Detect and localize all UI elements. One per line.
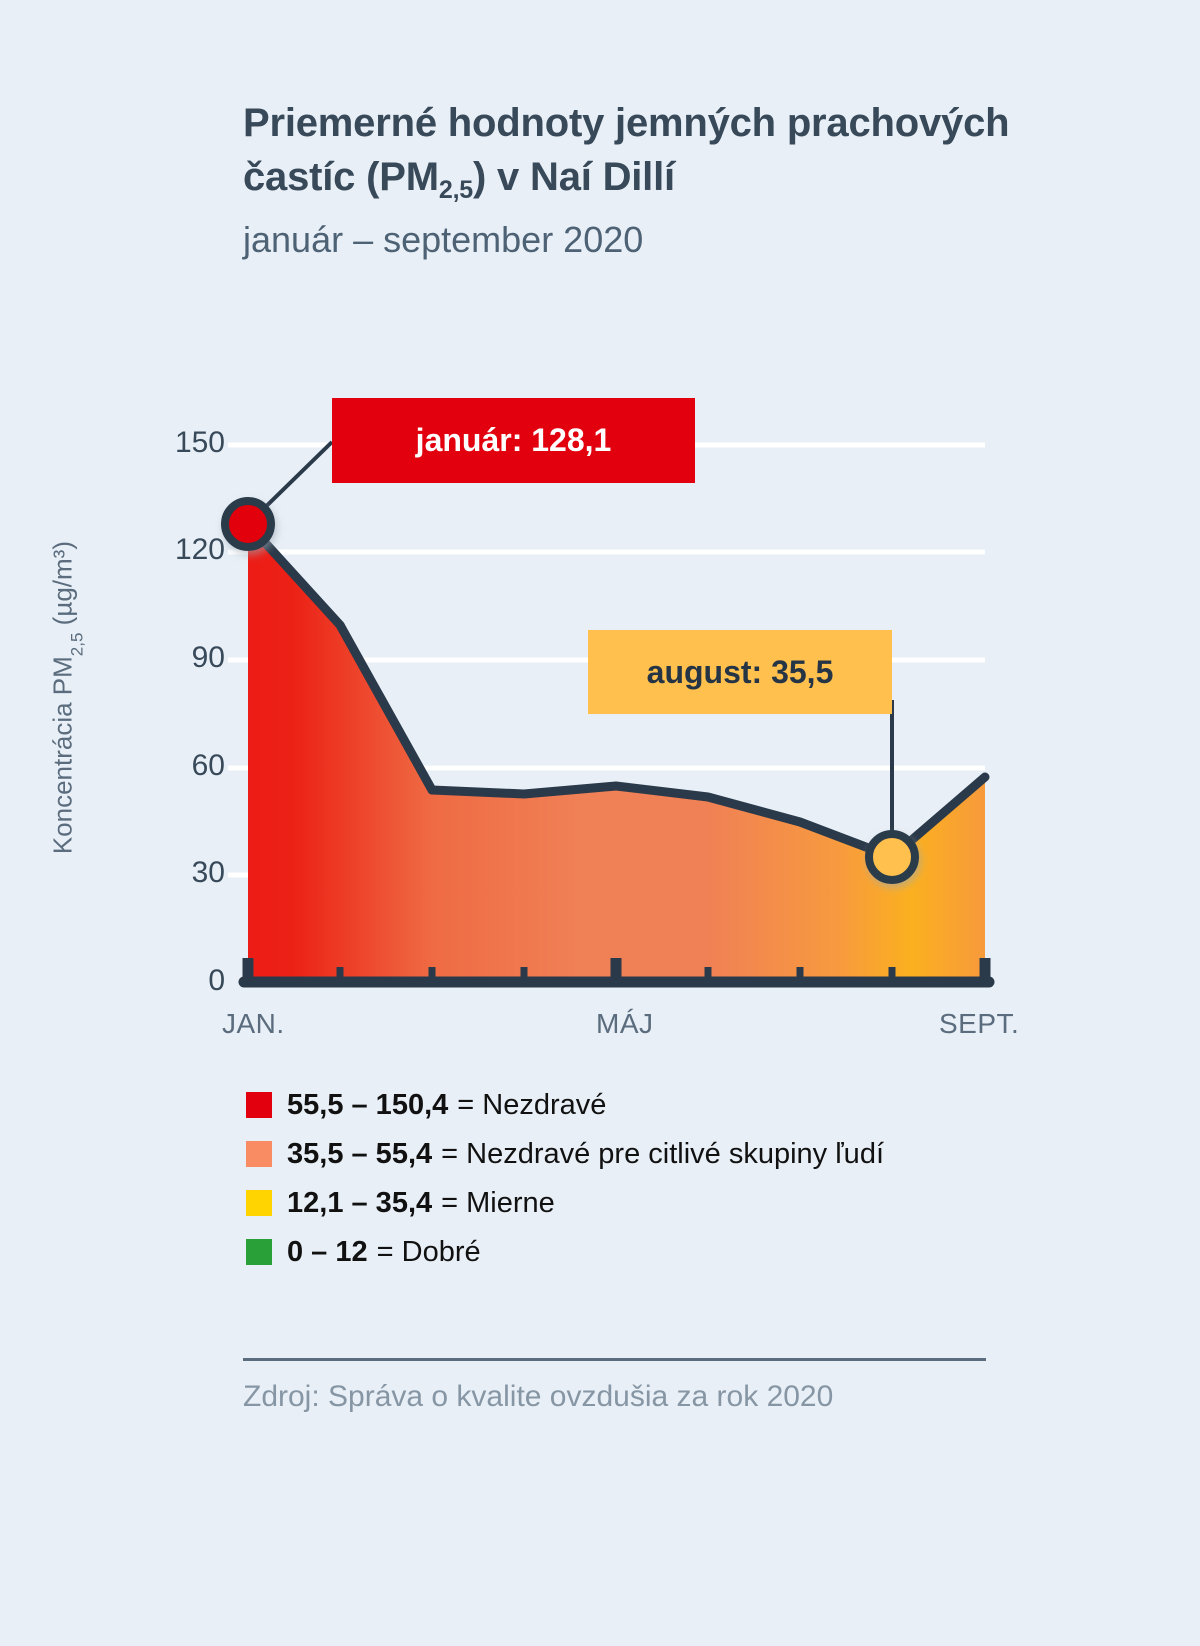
x-tick-jan: JAN. xyxy=(222,1008,285,1039)
source-note: Zdroj: Správa o kvalite ovzdušia za rok … xyxy=(243,1380,834,1413)
legend-range-1: 35,5 – 55,4 xyxy=(287,1137,433,1170)
y-tick-120: 120 xyxy=(174,533,225,566)
legend-swatch-yellow xyxy=(246,1190,272,1216)
data-point-august[interactable] xyxy=(865,830,919,884)
plot-svg xyxy=(221,440,995,988)
legend-item-unhealthy-sensitive[interactable]: 35,5 – 55,4 = Nezdravé pre citlivé skupi… xyxy=(246,1135,884,1173)
legend-label-0: = Nezdravé xyxy=(457,1088,607,1121)
title-subscript: 2,5 xyxy=(438,176,474,204)
y-tick-30: 30 xyxy=(191,856,225,889)
y-tick-60: 60 xyxy=(191,749,225,782)
legend-item-moderate[interactable]: 12,1 – 35,4 = Mierne xyxy=(246,1184,884,1222)
data-line xyxy=(243,519,990,862)
data-point-january[interactable] xyxy=(221,497,275,551)
y-tick-150: 150 xyxy=(174,426,225,459)
title-line-1: Priemerné hodnoty jemných prachových xyxy=(243,101,1010,145)
area-fill xyxy=(248,524,985,982)
page-subtitle: január – september 2020 xyxy=(243,219,644,260)
y-tick-0: 0 xyxy=(208,964,225,997)
legend-label-1: = Nezdravé pre citlivé skupiny ľudí xyxy=(441,1137,884,1170)
legend-swatch-green xyxy=(246,1239,272,1265)
callout-august[interactable]: august: 35,5 xyxy=(588,630,892,714)
page-title: Priemerné hodnoty jemných prachových čas… xyxy=(243,96,1143,209)
legend-range-0: 55,5 – 150,4 xyxy=(287,1088,449,1121)
title-line-2-part-a: častíc (PM xyxy=(243,155,439,199)
x-axis-ticks xyxy=(242,958,991,982)
x-tick-maj: MÁJ xyxy=(596,1008,654,1039)
legend-swatch-red xyxy=(246,1092,272,1118)
y-tick-90: 90 xyxy=(191,641,225,674)
x-tick-sept: SEPT. xyxy=(939,1008,1020,1039)
legend-item-good[interactable]: 0 – 12 = Dobré xyxy=(246,1233,884,1271)
callout-january[interactable]: január: 128,1 xyxy=(332,398,695,483)
legend-range-3: 0 – 12 xyxy=(287,1235,368,1268)
legend-range-2: 12,1 – 35,4 xyxy=(287,1186,433,1219)
chart-area: Koncentrácia PM2,5 (µg/m³) 150 120 90 60… xyxy=(0,380,1200,1080)
legend-swatch-orange xyxy=(246,1141,272,1167)
header: Priemerné hodnoty jemných prachových čas… xyxy=(243,96,1143,265)
legend: 55,5 – 150,4 = Nezdravé 35,5 – 55,4 = Ne… xyxy=(246,1086,884,1282)
title-line-2-part-b: ) v Naí Dillí xyxy=(473,155,675,199)
legend-item-unhealthy[interactable]: 55,5 – 150,4 = Nezdravé xyxy=(246,1086,884,1124)
legend-label-2: = Mierne xyxy=(441,1186,555,1219)
legend-label-3: = Dobré xyxy=(376,1235,481,1268)
y-axis-ticks: 150 120 90 60 30 0 xyxy=(110,380,225,1000)
footer-divider xyxy=(243,1358,986,1361)
